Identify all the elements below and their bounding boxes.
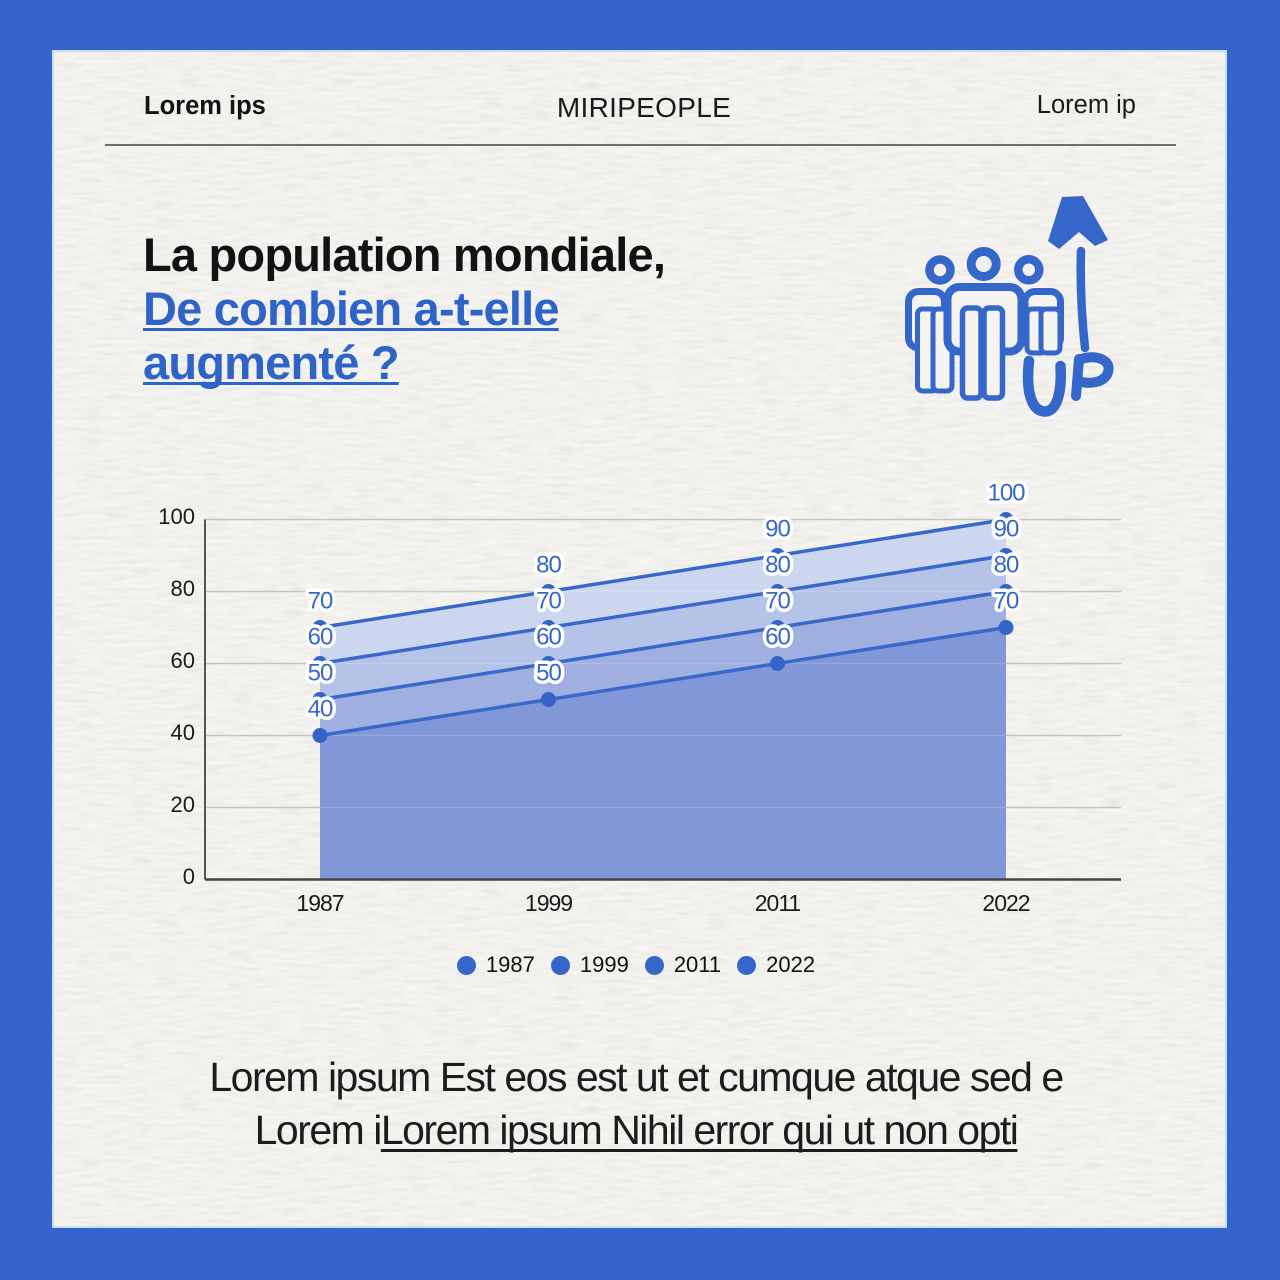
- svg-text:100: 100: [158, 504, 195, 529]
- svg-text:1999: 1999: [525, 890, 572, 916]
- svg-text:70: 70: [536, 588, 561, 615]
- svg-text:60: 60: [536, 624, 561, 651]
- svg-text:80: 80: [765, 552, 790, 579]
- svg-text:2022: 2022: [982, 890, 1029, 916]
- svg-text:70: 70: [994, 588, 1019, 615]
- svg-text:90: 90: [994, 516, 1019, 543]
- svg-text:70: 70: [308, 588, 333, 615]
- svg-text:0: 0: [183, 864, 195, 889]
- svg-text:2011: 2011: [755, 890, 801, 916]
- svg-text:50: 50: [308, 660, 333, 687]
- svg-text:20: 20: [171, 792, 195, 817]
- svg-text:40: 40: [308, 696, 333, 723]
- svg-text:50: 50: [536, 660, 561, 687]
- svg-text:60: 60: [765, 624, 790, 651]
- svg-text:80: 80: [536, 552, 561, 579]
- svg-text:40: 40: [171, 720, 195, 745]
- svg-text:80: 80: [994, 552, 1019, 579]
- svg-text:80: 80: [171, 576, 195, 601]
- svg-text:100: 100: [987, 480, 1025, 507]
- svg-text:90: 90: [765, 516, 790, 543]
- svg-text:1987: 1987: [296, 890, 343, 916]
- svg-text:60: 60: [171, 648, 195, 673]
- svg-text:60: 60: [308, 624, 333, 651]
- svg-text:70: 70: [765, 588, 790, 615]
